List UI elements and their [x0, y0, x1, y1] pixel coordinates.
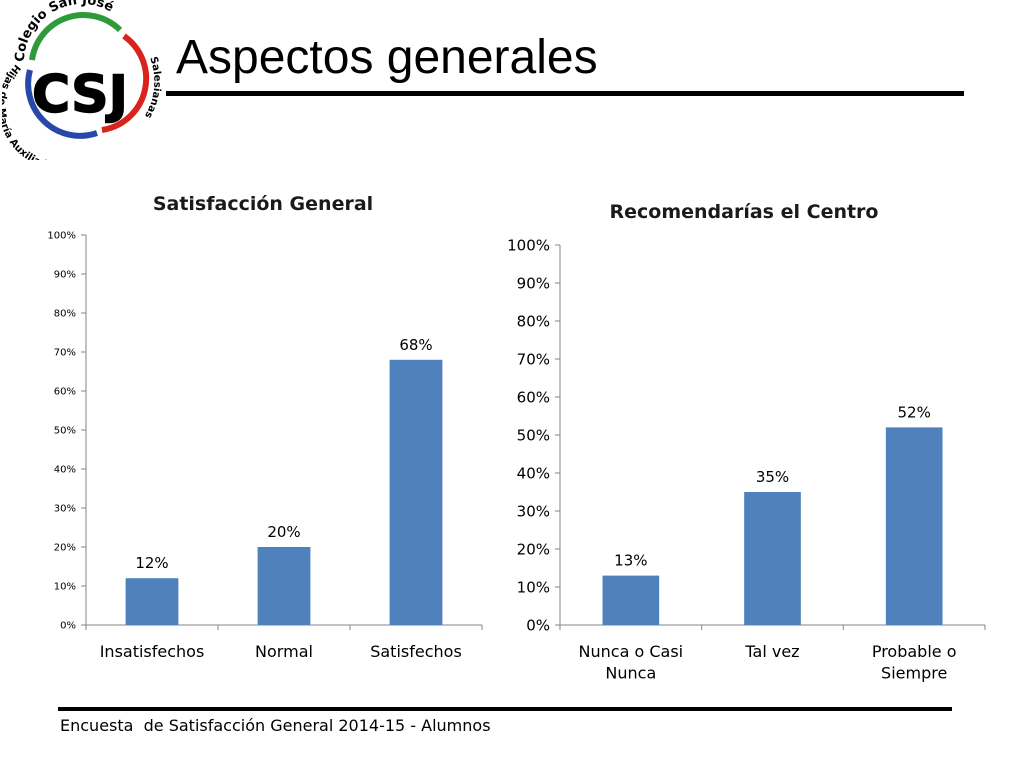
category-label: Nunca o Casi Nunca [579, 642, 684, 683]
y-tick-label: 30% [54, 504, 76, 515]
y-tick-label: 0% [60, 621, 76, 632]
y-tick-label: 40% [517, 464, 550, 482]
chart-title: Recomendarías el Centro [610, 201, 879, 223]
y-tick-label: 30% [517, 502, 550, 520]
y-tick-label: 90% [517, 274, 550, 292]
y-tick-label: 70% [54, 348, 76, 359]
chart-recomendarias-centro: Recomendarías el Centro 0% 10% 20% 30% 40% 50%… [480, 195, 1000, 695]
y-tick-label: 100% [507, 236, 550, 254]
y-tick-label: 100% [47, 231, 76, 242]
data-label: 12% [135, 554, 168, 572]
bar [257, 547, 311, 625]
bar [602, 575, 660, 625]
footer-underline [58, 707, 952, 711]
chart-title: Satisfacción General [153, 193, 373, 215]
category-label: Insatisfechos [100, 642, 205, 661]
y-tick-label: 60% [54, 387, 76, 398]
y-tick-label: 20% [54, 543, 76, 554]
y-tick-label: 90% [54, 270, 76, 281]
bar [885, 427, 943, 625]
data-label: 13% [614, 552, 647, 570]
y-tick-label: 70% [517, 350, 550, 368]
slide-title: Aspectos generales [176, 31, 598, 84]
bar [389, 359, 443, 625]
y-tick-label: 10% [517, 578, 550, 596]
chart-satisfaccion-general: Satisfacción General 0% 10% 20% 30% 40% 50% 60%… [20, 185, 500, 675]
y-tick-label: 10% [54, 582, 76, 593]
data-label: 35% [756, 468, 789, 486]
y-tick-label: 0% [526, 616, 550, 634]
category-label: Probable o Siempre [872, 642, 957, 683]
data-label: 68% [399, 336, 432, 354]
data-label: 20% [267, 523, 300, 541]
svg-text:Colegio San José: Colegio San José [13, 0, 116, 62]
y-tick-label: 60% [517, 388, 550, 406]
category-label: Tal vez [744, 642, 799, 661]
y-tick-label: 80% [54, 309, 76, 320]
logo-initials: CSJ [32, 65, 128, 125]
y-tick-label: 50% [517, 426, 550, 444]
footer-text: Encuesta de Satisfacción General 2014-15… [60, 716, 491, 735]
y-tick-label: 50% [54, 426, 76, 437]
bar [744, 492, 801, 625]
category-label: Normal [255, 642, 313, 661]
bar [125, 578, 179, 625]
y-tick-label: 20% [517, 540, 550, 558]
title-underline [166, 91, 964, 96]
y-tick-label: 80% [517, 312, 550, 330]
data-label: 52% [897, 403, 930, 421]
category-label: Satisfechos [370, 642, 462, 661]
school-logo: CSJ Colegio San José Hijas de María Auxi… [0, 0, 162, 172]
y-tick-label: 40% [54, 465, 76, 476]
logo-top-text: Colegio San José [13, 0, 116, 62]
